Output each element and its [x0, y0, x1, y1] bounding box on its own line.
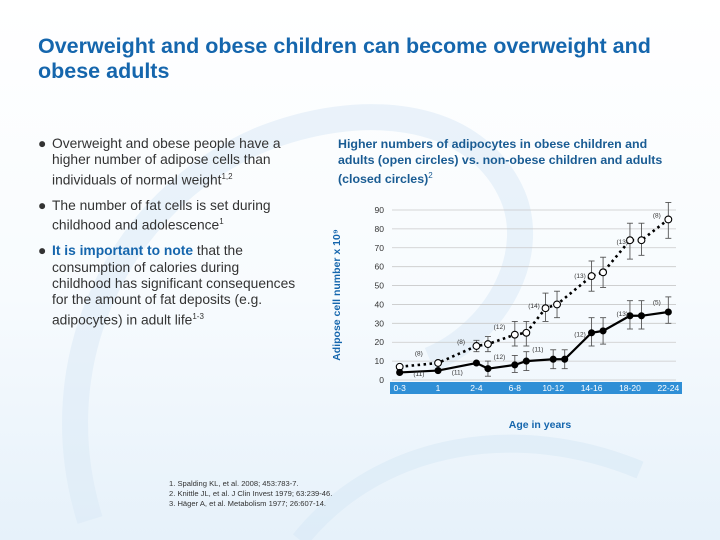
bullet-icon: ●	[38, 243, 47, 259]
x-tick-label: 18-20	[619, 383, 641, 393]
sample-size-label: (8)	[457, 339, 465, 346]
y-tick-label: 40	[375, 299, 385, 309]
bullet-text: Overweight and obese people have a highe…	[52, 136, 281, 188]
y-tick-label: 70	[375, 243, 385, 253]
sample-size-label: (11)	[452, 369, 463, 376]
bullet-icon: ●	[38, 136, 47, 151]
sample-size-label: (12)	[494, 324, 506, 331]
adipose-cell-chart: 0 10 20 30 40 50 60 70 80 90 0-3 1 2-4 6-8 10-12 14-16 1…	[331, 201, 682, 431]
obese-data-point	[434, 359, 443, 367]
sample-size-label: (8)	[415, 350, 423, 357]
non-obese-data-point	[599, 327, 607, 335]
sample-size-label: (12)	[494, 354, 506, 361]
x-tick-label: 22-24	[657, 383, 679, 393]
sample-size-label: (14)	[528, 303, 540, 310]
bullet-text: that the consumption of calories during …	[52, 243, 296, 328]
reference-item: 3. Häger A, et al. Metabolism 1977; 26:6…	[169, 499, 327, 508]
y-tick-label: 50	[375, 281, 385, 291]
sample-size-label: (12)	[574, 332, 586, 339]
reference-item: 1. Spalding KL, et al. 2008; 453:783-7.	[169, 479, 299, 488]
bullet-icon: ●	[38, 197, 47, 213]
citation-sup: 1-3	[192, 311, 204, 321]
bullet-text: The number of fat cells is set during ch…	[52, 197, 271, 233]
references: 1. Spalding KL, et al. 2008; 453:783-7. …	[169, 479, 589, 509]
obese-data-point	[541, 304, 550, 313]
y-tick-label: 90	[375, 205, 385, 215]
y-tick-label: 30	[375, 318, 385, 328]
obese-data-point	[472, 342, 481, 350]
obese-data-point	[625, 236, 634, 245]
obese-data-point	[522, 328, 531, 337]
non-obese-data-point	[484, 365, 492, 373]
y-tick-label: 20	[375, 337, 385, 347]
sample-size-label: (13)	[574, 273, 586, 280]
non-obese-data-point	[637, 312, 646, 320]
non-obese-data-point	[396, 368, 404, 376]
y-tick-label: 0	[379, 375, 384, 385]
bullet-item: ● The number of fat cells is set during …	[38, 198, 296, 234]
chart-heading-text: Higher numbers of adipocytes in obese ch…	[338, 137, 663, 187]
obese-data-point	[510, 330, 519, 339]
sample-size-label: (13)	[616, 239, 628, 246]
obese-data-point	[599, 268, 608, 277]
x-tick-label: 10-12	[542, 383, 564, 393]
page-title: Overweight and obese children can become…	[38, 34, 651, 83]
y-tick-label: 60	[375, 262, 385, 272]
x-tick-label: 1	[436, 383, 441, 393]
obese-data-point	[637, 236, 646, 245]
x-tick-label: 0-3	[394, 383, 407, 393]
non-obese-data-point	[511, 361, 519, 369]
bullet-item: ● It is important to note that the consu…	[38, 243, 296, 329]
sample-size-label: (8)	[653, 213, 661, 220]
y-tick-label: 10	[375, 356, 385, 366]
x-axis-band	[390, 382, 682, 394]
non-obese-data-point	[588, 329, 596, 337]
x-tick-label: 2-4	[470, 383, 483, 393]
non-obese-data-point	[626, 312, 634, 320]
x-tick-label: 6-8	[509, 383, 522, 393]
non-obese-data-point	[472, 359, 480, 367]
sample-size-label: (11)	[532, 347, 543, 354]
bullet-emphasis: It is important to note	[52, 243, 194, 259]
chart-heading: Higher numbers of adipocytes in obese ch…	[338, 136, 678, 187]
non-obese-data-point	[549, 355, 557, 363]
sample-size-label: (5)	[653, 299, 661, 306]
non-obese-data-point	[561, 355, 569, 363]
y-axis-label: Adipose cell number x 10⁹	[331, 229, 343, 361]
sample-size-label: (13)	[616, 311, 628, 318]
sample-size-label: (11)	[413, 371, 424, 378]
non-obese-data-point	[434, 367, 442, 375]
obese-data-point	[664, 215, 673, 224]
y-tick-label: 80	[375, 224, 385, 234]
non-obese-data-point	[664, 308, 672, 316]
x-tick-label: 14-16	[581, 383, 603, 393]
obese-data-point	[553, 300, 561, 309]
non-obese-data-point	[522, 357, 530, 365]
citation-sup: 2	[428, 171, 433, 180]
citation-sup: 1	[219, 217, 224, 227]
obese-data-point	[587, 272, 596, 281]
x-axis-label: Age in years	[509, 419, 572, 431]
reference-item: 2. Knittle JL, et al. J Clin Invest 1979…	[169, 489, 333, 498]
obese-data-point	[483, 340, 492, 349]
bullet-list: ● Overweight and obese people have a hig…	[38, 136, 296, 338]
citation-sup: 1,2	[221, 171, 233, 181]
bullet-item: ● Overweight and obese people have a hig…	[38, 136, 296, 189]
